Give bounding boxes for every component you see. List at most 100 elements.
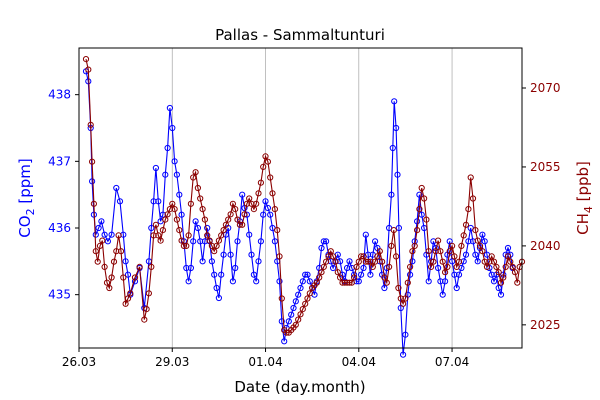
CH4-point-71 [253,200,260,207]
CO2-point-31 [171,158,178,165]
CH4-point-40 [180,242,187,249]
CH4-point-172 [488,253,495,260]
CO2-point-137 [414,218,421,225]
CH4-point-24 [143,306,150,313]
CH4-point-39 [178,237,185,244]
CH4-point-78 [269,190,276,197]
CH4-point-110 [344,279,351,286]
CO2-point-6 [95,224,102,232]
CO2-point-39 [190,238,197,245]
CH4-point-163 [467,174,474,181]
CH4-point-61 [229,200,236,207]
left-axis-ticks: 435 436 437 438 [48,88,79,302]
CH4-point-111 [346,279,353,286]
CH4-point-180 [507,258,514,265]
x-tick-label-07.04: 07.04 [435,355,469,369]
CO2-point-23 [152,164,159,172]
CO2-point-99 [330,264,337,272]
CH4-point-60 [227,211,234,218]
x-tick-label-04.04: 04.04 [342,355,376,369]
CO2-point-7 [98,218,105,225]
CH4-point-42 [185,232,192,239]
right-label-main: CH [574,213,592,235]
CH4-point-63 [234,216,241,223]
CH4-point-75 [262,153,269,160]
CO2-point-83 [292,298,299,305]
CO2-point-89 [306,278,313,285]
CH4-point-127 [383,279,390,286]
CO2-point-126 [391,98,398,105]
CO2-point-10 [108,231,115,238]
CH4-point-140 [414,227,421,234]
CO2-point-8 [101,231,108,238]
CH4-point-156 [451,253,458,260]
CH4-point-15 [115,232,122,239]
CH4-point-35 [169,200,176,207]
CH4-point-133 [397,295,404,302]
CH4-point-104 [330,253,337,260]
CH4-point-1 [85,66,92,73]
CH4-point-49 [201,216,208,223]
CO2-point-96 [323,238,330,245]
CH4-point-28 [152,221,159,228]
CO2-point-132 [402,331,409,338]
CH4-point-181 [509,263,516,270]
left-tick-label-437: 437 [48,154,71,168]
CH4-point-91 [299,306,306,313]
CH4-point-139 [411,242,418,249]
CO2-point-128 [394,171,401,178]
right-tick-label-2025: 2025 [530,318,561,332]
CO2-point-135 [409,258,416,265]
CH4-point-164 [469,195,477,202]
CH4-point-151 [439,258,446,265]
CH4-point-76 [264,158,271,165]
CH4-point-73 [257,179,264,186]
CH4-point-177 [500,274,507,281]
CO2-point-131 [400,351,407,358]
CH4-point-18 [122,300,129,307]
CH4-point-72 [255,190,262,197]
CH4-point-25 [145,290,152,297]
CH4-point-2 [87,121,94,128]
CO2-point-87 [302,271,309,278]
CH4-point-147 [430,258,437,265]
CH4-point-116 [358,253,365,260]
CO2-point-49 [213,284,220,292]
CO2-point-11 [113,184,120,192]
CO2-point-27 [162,171,169,178]
CO2-point-117 [372,238,379,245]
CH4-point-108 [339,279,346,286]
CO2-point-67 [255,258,262,265]
right-tick-label-2040: 2040 [530,239,561,253]
right-tick-label-2055: 2055 [530,160,561,174]
CO2-point-111 [358,271,365,278]
CH4-point-19 [124,295,132,302]
CH4-point-170 [483,263,491,270]
CO2-point-21 [148,224,155,232]
CO2-point-149 [442,278,449,285]
CH4-point-89 [295,316,302,323]
CO2-point-113 [362,231,369,238]
CO2-point-166 [481,238,488,245]
right-label-subscript: 4 [582,206,595,213]
left-label-unit: [ppm] [16,158,34,208]
CH4-point-94 [306,290,313,297]
CH4-point-131 [393,253,400,260]
CH4-point-160 [460,232,467,239]
CH4-point-84 [283,329,290,336]
CH4-point-158 [455,258,463,265]
CH4-point-99 [318,269,325,276]
CH4-point-12 [108,274,115,281]
CH4-point-16 [117,248,125,255]
CO2-point-81 [288,311,295,318]
CO2-point-30 [169,124,176,132]
CH4-point-58 [222,221,229,228]
CH4-point-22 [136,263,143,270]
CO2-point-33 [176,191,183,198]
CO2-point-125 [389,144,396,152]
CH4-point-41 [183,242,190,249]
CH4-point-51 [206,237,213,244]
CO2-point-142 [425,278,432,285]
CH4-point-9 [101,263,108,270]
CH4-point-178 [502,263,509,270]
